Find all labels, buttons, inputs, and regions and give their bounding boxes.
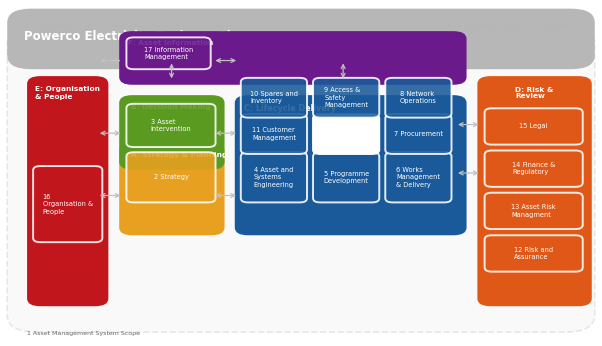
Text: 8 Network
Operations: 8 Network Operations bbox=[400, 91, 437, 104]
FancyArrowPatch shape bbox=[101, 58, 119, 63]
Text: 13 Asset Risk
Managment: 13 Asset Risk Managment bbox=[511, 204, 556, 218]
FancyBboxPatch shape bbox=[313, 78, 379, 118]
FancyArrowPatch shape bbox=[217, 131, 235, 135]
Text: 1 Asset Management System Scope: 1 Asset Management System Scope bbox=[27, 331, 140, 336]
Text: 6 Works
Management
& Delivery: 6 Works Management & Delivery bbox=[396, 167, 441, 188]
Text: 15 Legal: 15 Legal bbox=[520, 124, 548, 129]
FancyBboxPatch shape bbox=[241, 78, 307, 118]
Text: 16
Organisation &
People: 16 Organisation & People bbox=[43, 194, 93, 215]
FancyBboxPatch shape bbox=[7, 26, 595, 332]
FancyArrowPatch shape bbox=[217, 58, 235, 63]
FancyBboxPatch shape bbox=[485, 151, 583, 187]
Text: 14 Finance &
Regulatory: 14 Finance & Regulatory bbox=[512, 162, 555, 175]
FancyBboxPatch shape bbox=[33, 166, 102, 242]
FancyBboxPatch shape bbox=[485, 235, 583, 272]
Text: 11 Customer
Management: 11 Customer Management bbox=[252, 127, 296, 141]
FancyBboxPatch shape bbox=[313, 114, 379, 154]
FancyArrowPatch shape bbox=[101, 193, 119, 198]
FancyBboxPatch shape bbox=[385, 78, 452, 118]
FancyArrowPatch shape bbox=[101, 131, 119, 135]
FancyBboxPatch shape bbox=[126, 104, 216, 147]
Text: C: Lifecycle Delivery: C: Lifecycle Delivery bbox=[244, 104, 336, 113]
Text: 7 Procurement: 7 Procurement bbox=[394, 131, 443, 137]
FancyBboxPatch shape bbox=[477, 76, 592, 306]
Text: 5 Programme
Development: 5 Programme Development bbox=[323, 171, 369, 184]
FancyArrowPatch shape bbox=[170, 65, 173, 77]
FancyArrowPatch shape bbox=[459, 122, 477, 127]
FancyArrowPatch shape bbox=[459, 171, 477, 175]
FancyBboxPatch shape bbox=[241, 152, 307, 202]
FancyBboxPatch shape bbox=[385, 114, 452, 154]
Text: 10 Spares and
Inventory: 10 Spares and Inventory bbox=[250, 91, 298, 104]
Text: 4 Asset and
Systems
Engineering: 4 Asset and Systems Engineering bbox=[254, 167, 294, 188]
FancyBboxPatch shape bbox=[485, 108, 583, 145]
Text: 12 Risk and
Assurance: 12 Risk and Assurance bbox=[514, 247, 553, 260]
FancyBboxPatch shape bbox=[235, 95, 467, 235]
FancyArrowPatch shape bbox=[217, 193, 235, 198]
Text: 9 Access &
Safety
Management: 9 Access & Safety Management bbox=[324, 87, 368, 108]
FancyBboxPatch shape bbox=[385, 152, 452, 202]
Text: A: Strategy & Planning: A: Strategy & Planning bbox=[131, 152, 228, 158]
Text: E: Organisation
& People: E: Organisation & People bbox=[36, 86, 100, 100]
FancyBboxPatch shape bbox=[119, 31, 467, 85]
FancyBboxPatch shape bbox=[27, 76, 108, 306]
Text: D: Risk &
Review: D: Risk & Review bbox=[515, 86, 554, 100]
Text: Powerco Electricity Business Plan: Powerco Electricity Business Plan bbox=[24, 30, 247, 43]
FancyBboxPatch shape bbox=[119, 144, 225, 235]
FancyBboxPatch shape bbox=[241, 114, 307, 154]
FancyBboxPatch shape bbox=[485, 193, 583, 229]
FancyBboxPatch shape bbox=[119, 95, 225, 170]
Text: F: Asset Information: F: Asset Information bbox=[128, 40, 214, 46]
FancyBboxPatch shape bbox=[126, 37, 211, 69]
FancyArrowPatch shape bbox=[341, 65, 345, 77]
Text: B: Decision Making: B: Decision Making bbox=[131, 104, 211, 110]
Text: 2 Strategy: 2 Strategy bbox=[154, 174, 188, 180]
Text: 3 Asset
Intervention: 3 Asset Intervention bbox=[150, 119, 191, 132]
Text: 17 Information
Management: 17 Information Management bbox=[144, 46, 193, 60]
FancyBboxPatch shape bbox=[7, 9, 595, 69]
FancyBboxPatch shape bbox=[126, 152, 216, 202]
FancyBboxPatch shape bbox=[313, 152, 379, 202]
